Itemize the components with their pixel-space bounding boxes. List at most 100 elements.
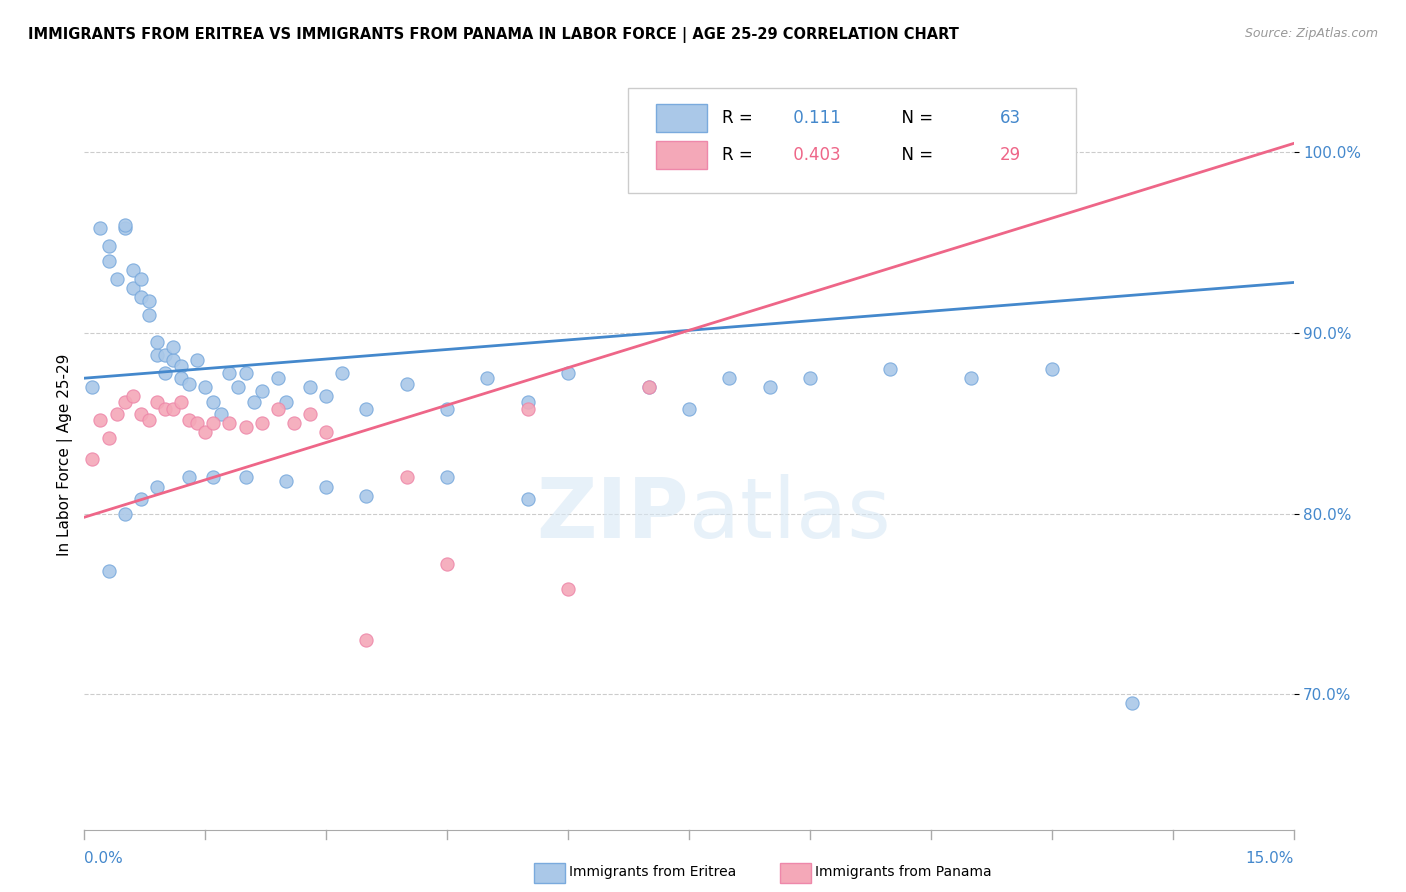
Point xyxy=(250,384,273,398)
Point xyxy=(250,417,273,431)
Point xyxy=(879,362,901,376)
Point xyxy=(146,479,169,493)
Point xyxy=(121,263,143,277)
Text: Immigrants from Eritrea: Immigrants from Eritrea xyxy=(569,865,737,880)
Point xyxy=(138,293,160,308)
Point xyxy=(194,425,217,440)
Point xyxy=(114,507,136,521)
Point xyxy=(436,470,458,484)
Point xyxy=(960,371,983,385)
Point xyxy=(283,417,305,431)
Y-axis label: In Labor Force | Age 25-29: In Labor Force | Age 25-29 xyxy=(58,354,73,556)
Point xyxy=(315,389,337,403)
Point xyxy=(356,489,378,503)
Text: N =: N = xyxy=(891,146,938,164)
Point xyxy=(315,425,337,440)
Point xyxy=(162,341,184,355)
Point xyxy=(146,334,169,349)
Point xyxy=(153,401,176,416)
Point xyxy=(129,407,152,421)
Point xyxy=(235,366,257,380)
Point xyxy=(516,394,538,409)
Text: 15.0%: 15.0% xyxy=(1246,851,1294,866)
Point xyxy=(146,348,169,362)
Point xyxy=(516,492,538,507)
Point xyxy=(105,272,128,286)
Point xyxy=(1121,696,1143,710)
Point xyxy=(436,557,458,571)
Point xyxy=(330,366,353,380)
Text: atlas: atlas xyxy=(689,475,890,556)
Point xyxy=(477,371,499,385)
Point xyxy=(235,470,257,484)
Point xyxy=(82,380,104,394)
Point xyxy=(89,221,111,235)
FancyBboxPatch shape xyxy=(628,87,1076,193)
Point xyxy=(170,371,193,385)
Point xyxy=(202,417,225,431)
Point xyxy=(678,401,700,416)
Point xyxy=(186,417,208,431)
Point xyxy=(153,366,176,380)
Point xyxy=(718,371,741,385)
Point xyxy=(138,413,160,427)
Point xyxy=(105,407,128,421)
Point xyxy=(267,401,290,416)
Point xyxy=(758,380,780,394)
Point xyxy=(170,359,193,373)
Point xyxy=(194,380,217,394)
Point xyxy=(274,474,297,488)
Text: 0.111: 0.111 xyxy=(789,109,841,127)
Point xyxy=(153,348,176,362)
Point xyxy=(226,380,249,394)
Text: R =: R = xyxy=(721,109,758,127)
Point xyxy=(97,431,120,445)
Point xyxy=(186,353,208,368)
Point xyxy=(315,479,337,493)
Point xyxy=(121,389,143,403)
Text: 63: 63 xyxy=(1000,109,1021,127)
Point xyxy=(436,401,458,416)
Text: Source: ZipAtlas.com: Source: ZipAtlas.com xyxy=(1244,27,1378,40)
Point xyxy=(179,470,201,484)
Point xyxy=(89,413,111,427)
Bar xyxy=(657,141,707,169)
Text: Immigrants from Panama: Immigrants from Panama xyxy=(815,865,993,880)
Text: 29: 29 xyxy=(1000,146,1021,164)
Point xyxy=(162,401,184,416)
Point xyxy=(170,394,193,409)
Point xyxy=(146,394,169,409)
Point xyxy=(97,239,120,253)
Point xyxy=(395,376,418,391)
Text: R =: R = xyxy=(721,146,758,164)
Point xyxy=(395,470,418,484)
Text: ZIP: ZIP xyxy=(537,475,689,556)
Point xyxy=(516,401,538,416)
Point xyxy=(356,401,378,416)
Bar xyxy=(657,103,707,132)
Point xyxy=(114,218,136,232)
Point xyxy=(274,394,297,409)
Point xyxy=(114,394,136,409)
Point xyxy=(557,366,579,380)
Point xyxy=(267,371,290,385)
Point xyxy=(299,407,322,421)
Point xyxy=(121,281,143,295)
Point xyxy=(799,371,821,385)
Point xyxy=(299,380,322,394)
Point xyxy=(557,582,579,597)
Point xyxy=(209,407,232,421)
Point xyxy=(202,394,225,409)
Point xyxy=(637,380,659,394)
Point xyxy=(97,565,120,579)
Point xyxy=(1040,362,1063,376)
Point xyxy=(129,492,152,507)
Point xyxy=(129,290,152,304)
Text: IMMIGRANTS FROM ERITREA VS IMMIGRANTS FROM PANAMA IN LABOR FORCE | AGE 25-29 COR: IMMIGRANTS FROM ERITREA VS IMMIGRANTS FR… xyxy=(28,27,959,43)
Point xyxy=(242,394,264,409)
Point xyxy=(114,221,136,235)
Point xyxy=(129,272,152,286)
Text: 0.403: 0.403 xyxy=(789,146,841,164)
Point xyxy=(138,308,160,322)
Point xyxy=(97,253,120,268)
